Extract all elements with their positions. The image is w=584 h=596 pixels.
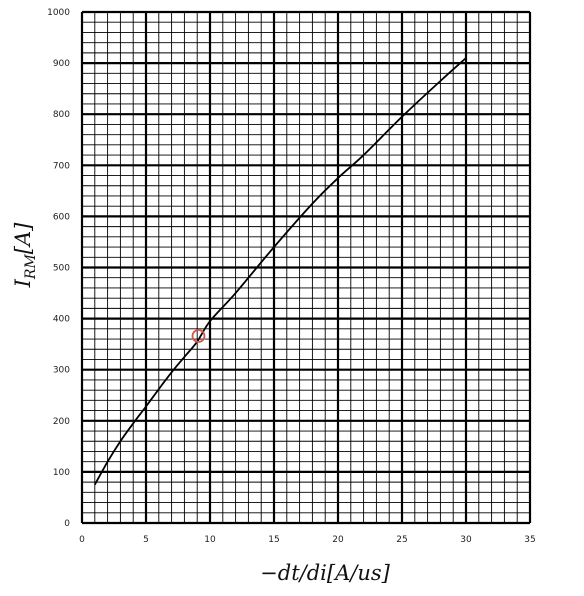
y-tick-label: 300 [53, 366, 70, 376]
x-tick-label: 20 [332, 535, 344, 545]
y-tick-label: 400 [53, 315, 70, 325]
y-axis-label-subscript: RM [23, 254, 39, 281]
y-tick-label: 1000 [47, 8, 70, 18]
x-tick-label: 5 [143, 535, 149, 545]
y-axis-label: IRM[A] [11, 222, 39, 289]
major-gridlines [80, 10, 532, 525]
y-tick-label: 900 [53, 59, 70, 69]
y-tick-label: 100 [53, 468, 70, 478]
y-axis-label-unit: [A] [11, 222, 35, 254]
highlight-marker [191, 329, 206, 343]
x-tick-label: 15 [268, 535, 279, 545]
y-tick-label: 200 [53, 417, 70, 427]
x-tick-label: 30 [460, 535, 472, 545]
y-tick-labels: 0 100 200 300 400 500 600 700 800 900 1000 [47, 8, 70, 529]
x-tick-labels: 0 5 10 15 20 25 30 35 [79, 535, 536, 545]
x-tick-label: 35 [524, 535, 535, 545]
y-tick-label: 0 [64, 519, 70, 529]
y-tick-label: 500 [53, 264, 70, 274]
y-axis-label-main: I [11, 278, 35, 288]
x-tick-label: 10 [204, 535, 216, 545]
y-tick-label: 800 [53, 110, 70, 120]
x-tick-label: 0 [79, 535, 85, 545]
x-axis-label: −dt/di[A/us] [260, 561, 390, 585]
y-tick-label: 600 [53, 212, 70, 222]
x-tick-label: 25 [396, 535, 407, 545]
y-tick-label: 700 [53, 161, 70, 171]
